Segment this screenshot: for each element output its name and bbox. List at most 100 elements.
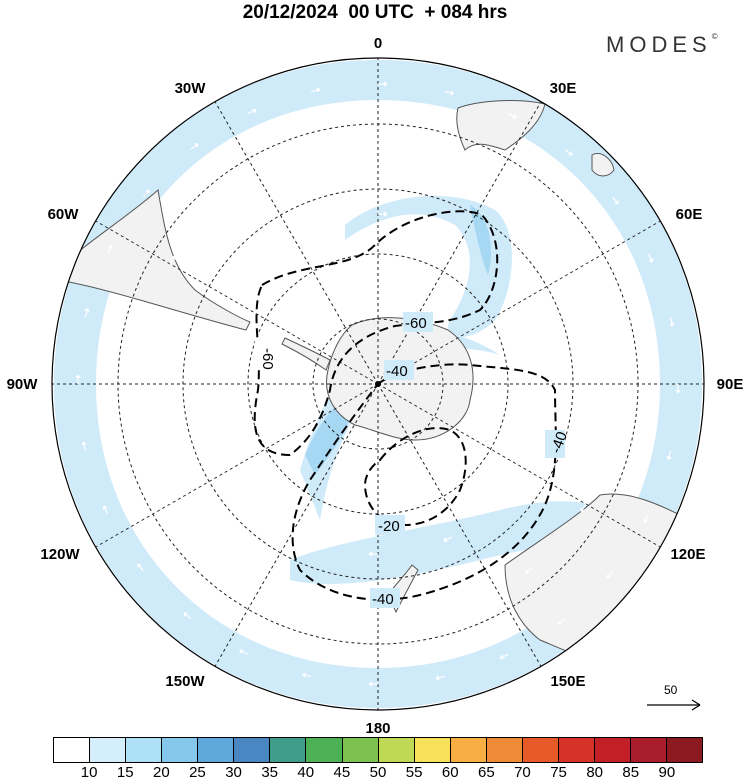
colorbar-cell [306,738,343,762]
madagascar [591,153,615,177]
colorbar-label: 70 [514,764,531,781]
wind-vector [142,189,150,198]
colorbar [53,737,703,763]
contours [253,210,557,601]
contour-minus-20 [363,427,467,527]
wind-vector [612,196,619,205]
colorbar-label: 45 [333,764,351,781]
colorbar-label: 55 [405,764,423,781]
meridian-line [377,220,661,385]
south-america [55,189,251,331]
wind-vector [368,621,378,627]
wind-vector [137,563,144,572]
wind-vector [368,551,378,557]
colorbar-cell [450,738,487,762]
lon-label-150w: 150W [165,673,205,690]
wind-vector [368,681,378,687]
wind-vector [666,450,672,460]
lon-label-30e: 30E [550,80,577,97]
meridian-line [377,383,661,548]
lon-label-90w: 90W [7,376,39,393]
brand-name: MODES [606,32,712,57]
brand-logo: MODES© [606,32,718,58]
wind-vector [580,503,587,513]
wind-vector [102,505,109,515]
wind-vector [238,482,246,491]
colorbar-label: 65 [477,764,495,781]
meridian-line [214,101,379,385]
contour-minus-60 [253,210,499,457]
wind-vector [531,199,540,207]
colorbar-cell [198,738,235,762]
colorbar-label: 50 [369,764,387,781]
wind-vector [612,342,618,352]
wind-vector [164,495,171,505]
colorbar-label: 35 [261,764,278,781]
wind-vector [211,336,217,347]
map-disc: -60 -60 -40 -40 -40 -20 [52,58,704,710]
wind-vector [539,421,545,432]
colorbar-cell [667,738,703,762]
lon-label-120e: 120E [670,546,705,563]
colorbar-label: 10 [80,764,98,781]
colorbar-cell [594,738,631,762]
colorbar-cell [54,738,91,762]
wind-vector [84,308,90,318]
wind-vector [311,87,321,93]
colorbar-label: 15 [116,764,134,781]
scale-arrow [647,699,701,711]
wind-vector [585,263,592,273]
wind-vector [107,245,113,255]
wind-vector [443,536,453,543]
africa-tip [456,100,546,151]
wind-vectors [75,81,681,687]
wind-vector [378,211,388,217]
colorbar-cell [162,738,199,762]
wind-vector [451,608,461,615]
colorbar-label: 40 [297,764,315,781]
wind-vector [444,90,454,96]
colorbar-label: 25 [189,764,206,781]
contour-label: -20 [378,518,400,535]
wind-vector [75,374,81,384]
wind-vector [451,230,461,236]
lon-label-60e: 60E [676,206,703,223]
wind-vector [504,489,512,498]
copyright-mark: © [711,32,718,41]
colorbar-cell [90,738,127,762]
lon-label-30w: 30W [175,80,207,97]
colorbar-label: 80 [586,764,603,781]
wind-vector [239,649,249,655]
polar-map: -60 -60 -40 -40 -40 -20 0 30E 60E 90E 12… [7,35,744,735]
wind-vector [223,193,232,201]
wind-vector [557,618,566,625]
wind-vector [647,253,654,263]
wind-vector [169,255,176,265]
contour-label: -40 [372,591,394,608]
meridian-line [377,101,542,385]
wind-vector [669,317,675,327]
map-title: 20/12/2024 00 UTC + 084 hrs [242,2,508,23]
antarctic-peninsula [281,337,331,371]
colorbar-cell [522,738,559,762]
wind-vector [286,605,297,611]
contour-minus-40 [291,363,557,601]
colorbar-cell [378,738,415,762]
colorbar-labels: 10 15 20 25 30 35 40 45 50 55 60 65 70 75 80 85 90 [0,764,750,782]
lon-label-90e: 90E [717,376,744,393]
wind-vector [643,513,649,523]
meridian-line [95,220,379,385]
wind-vector [295,153,305,160]
meridian-line [214,383,379,667]
jet-core-3 [470,205,491,275]
contour-label: -40 [548,429,571,455]
wind-vector [564,148,573,156]
map-boundary [51,57,705,711]
wind-vector [244,270,252,279]
colorbar-cell [342,738,379,762]
wind-vector [247,108,257,115]
wind-vector [138,416,144,426]
wind-vector [140,333,146,343]
scale-arrow-label: 50 [664,683,678,697]
wind-vector [510,277,518,286]
